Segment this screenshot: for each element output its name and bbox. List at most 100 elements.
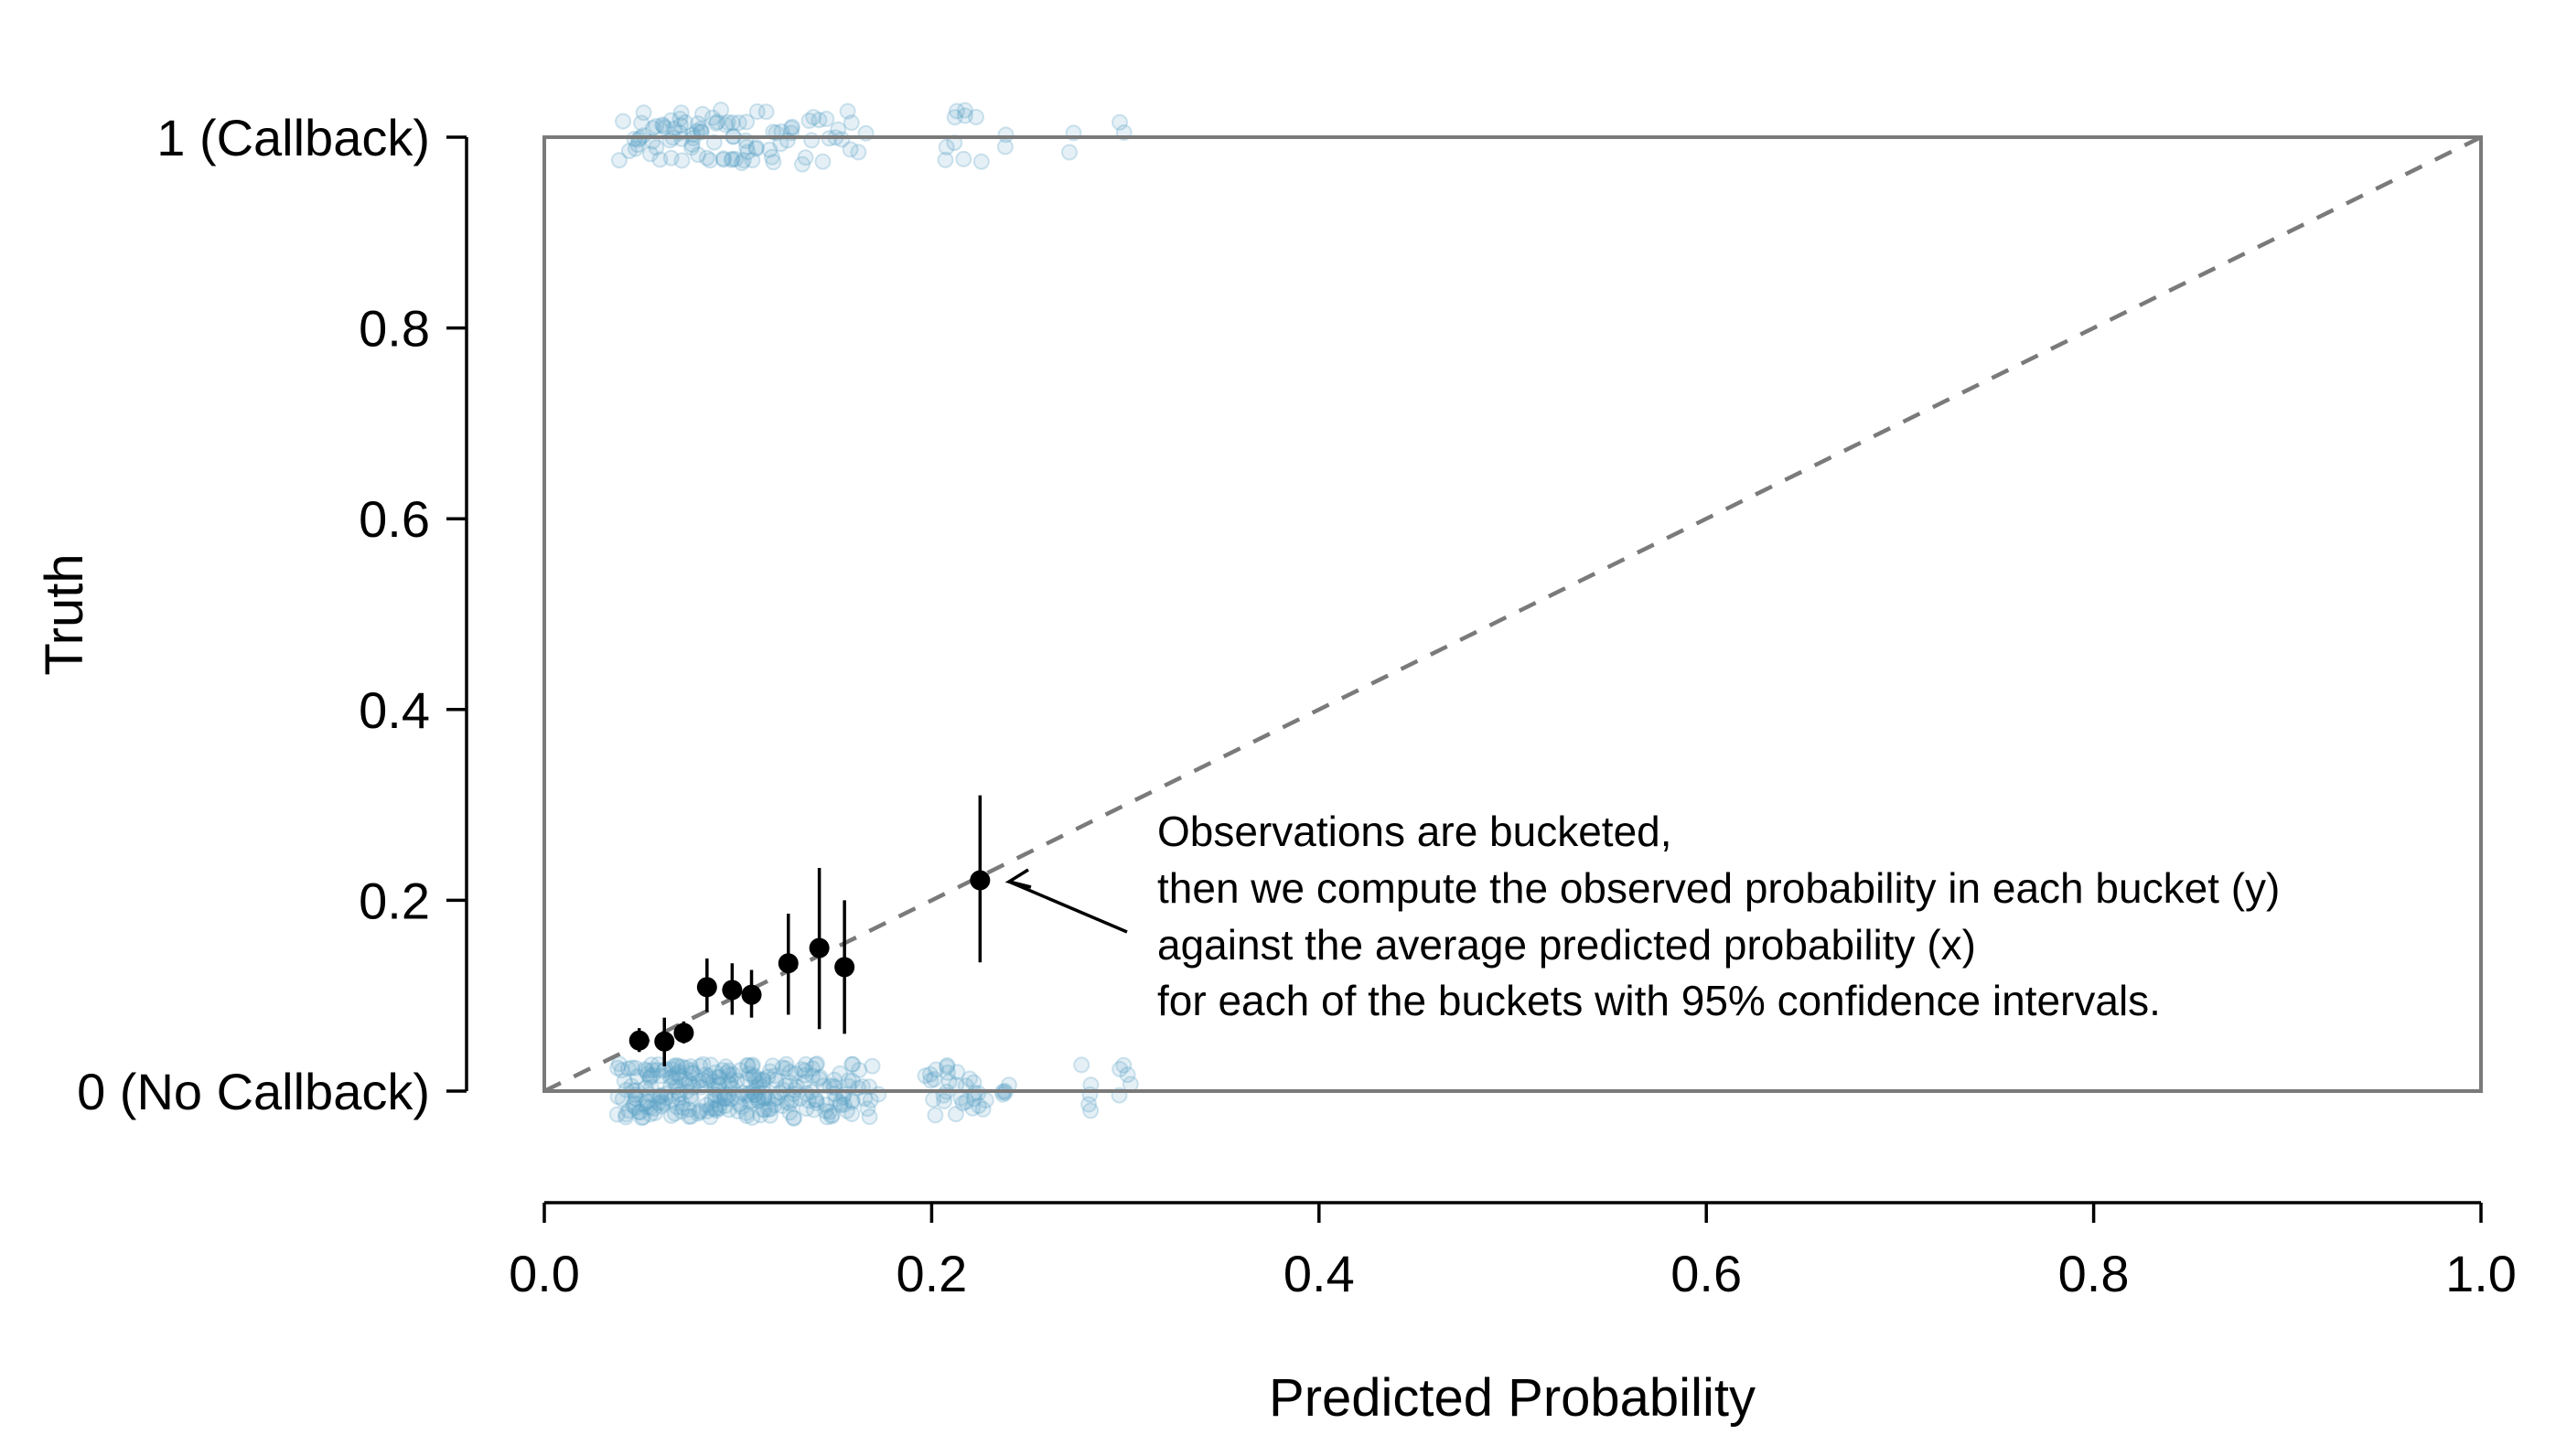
- bucket-point: [778, 953, 799, 974]
- observation-point-callback: [842, 141, 859, 158]
- observation-point-no-callback: [706, 1100, 724, 1118]
- bucket-point: [673, 1022, 694, 1044]
- observation-point-no-callback: [611, 1055, 628, 1073]
- annotation-line-3: against the average predicted probabilit…: [1157, 921, 1976, 969]
- observation-point-no-callback: [627, 1059, 644, 1076]
- observation-point-callback: [761, 141, 779, 158]
- annotation-line-2: then we compute the observed probability…: [1157, 864, 2280, 912]
- x-tick-label: 0.2: [896, 1245, 967, 1302]
- observation-point-no-callback: [652, 1067, 670, 1085]
- observation-point-callback: [843, 114, 860, 132]
- observation-point-no-callback: [746, 1067, 763, 1085]
- bucket-point: [696, 977, 717, 998]
- observation-point-no-callback: [627, 1099, 644, 1117]
- observation-point-no-callback: [864, 1057, 881, 1075]
- observation-point-no-callback: [638, 1062, 655, 1079]
- observation-point-callback: [672, 117, 689, 134]
- observation-point-callback: [724, 150, 741, 167]
- observation-point-no-callback: [1082, 1102, 1100, 1119]
- observation-point-no-callback: [720, 1101, 737, 1119]
- observation-point-no-callback: [936, 1093, 953, 1109]
- observation-point-no-callback: [805, 1101, 822, 1119]
- observation-point-no-callback: [777, 1060, 794, 1077]
- observation-point-no-callback: [1112, 1061, 1129, 1077]
- observation-point-callback: [633, 114, 650, 132]
- observation-point-callback: [747, 140, 765, 157]
- observation-point-no-callback: [797, 1055, 814, 1073]
- observation-point-no-callback: [731, 1096, 748, 1113]
- observation-point-no-callback: [739, 1057, 757, 1075]
- observation-point-no-callback: [958, 1093, 975, 1110]
- x-tick-label: 0.8: [2058, 1245, 2130, 1302]
- observation-point-callback: [615, 112, 631, 130]
- observation-point-no-callback: [729, 1103, 746, 1119]
- observation-point-no-callback: [808, 1095, 825, 1112]
- observation-point-no-callback: [755, 1071, 772, 1088]
- observation-point-no-callback: [698, 1103, 715, 1119]
- observation-point-callback: [627, 140, 644, 157]
- observation-point-callback: [803, 132, 821, 149]
- observation-point-no-callback: [647, 1104, 664, 1121]
- x-axis-title: Predicted Probability: [1269, 1368, 1756, 1428]
- observation-point-callback: [730, 114, 747, 132]
- observation-point-no-callback: [653, 1097, 671, 1115]
- observation-point-no-callback: [781, 1095, 799, 1112]
- observation-point-callback: [794, 155, 811, 173]
- observation-point-no-callback: [939, 1056, 956, 1074]
- observation-point-no-callback: [728, 1072, 746, 1089]
- observation-point-callback: [690, 146, 707, 164]
- observation-point-no-callback: [701, 1071, 718, 1088]
- observation-point-callback: [717, 116, 735, 134]
- observation-point-no-callback: [832, 1094, 849, 1111]
- observation-point-no-callback: [798, 1100, 815, 1118]
- observation-point-no-callback: [675, 1099, 692, 1117]
- observation-point-no-callback: [823, 1107, 841, 1124]
- bucket-point: [741, 984, 762, 1005]
- observation-point-no-callback: [671, 1067, 688, 1085]
- observation-point-no-callback: [974, 1100, 992, 1118]
- y-tick-label: 0.6: [359, 490, 430, 548]
- observation-point-no-callback: [738, 1056, 756, 1074]
- observation-point-no-callback: [670, 1057, 687, 1075]
- observation-point-no-callback: [711, 1099, 728, 1117]
- observation-point-no-callback: [843, 1093, 861, 1110]
- observation-point-no-callback: [620, 1102, 638, 1119]
- observation-point-no-callback: [808, 1092, 825, 1109]
- y-axis-title: Truth: [35, 553, 94, 675]
- observation-point-callback: [651, 151, 669, 168]
- observation-point-no-callback: [732, 1062, 749, 1079]
- observation-point-no-callback: [964, 1099, 982, 1117]
- observation-point-no-callback: [618, 1106, 635, 1123]
- annotation-line-4: for each of the buckets with 95% confide…: [1157, 977, 2161, 1024]
- observation-point-callback: [690, 115, 706, 133]
- observation-point-no-callback: [641, 1070, 659, 1087]
- bucket-point: [654, 1031, 675, 1052]
- observation-point-no-callback: [681, 1108, 698, 1125]
- observation-point-no-callback: [692, 1102, 709, 1119]
- observation-point-callback: [735, 152, 752, 169]
- observation-point-no-callback: [703, 1099, 720, 1117]
- observation-point-no-callback: [745, 1068, 762, 1086]
- bucket-point: [628, 1030, 650, 1051]
- observation-point-no-callback: [927, 1107, 944, 1124]
- observation-point-no-callback: [843, 1055, 861, 1073]
- observation-point-no-callback: [785, 1109, 802, 1127]
- observation-point-no-callback: [694, 1071, 711, 1088]
- observation-point-no-callback: [733, 1098, 750, 1116]
- observation-point-no-callback: [654, 1094, 671, 1110]
- observation-point-callback: [677, 114, 693, 131]
- bucket-point: [834, 957, 855, 978]
- observation-point-no-callback: [639, 1065, 656, 1083]
- observation-point-callback: [968, 109, 984, 125]
- observation-point-no-callback: [681, 1101, 698, 1119]
- observation-point-no-callback: [609, 1059, 627, 1076]
- observation-point-no-callback: [921, 1065, 939, 1083]
- observation-point-no-callback: [939, 1058, 956, 1076]
- observation-point-no-callback: [861, 1108, 878, 1126]
- observation-point-no-callback: [796, 1066, 813, 1084]
- observation-point-no-callback: [761, 1107, 779, 1124]
- observation-point-no-callback: [783, 1092, 800, 1109]
- observation-point-callback: [707, 114, 725, 132]
- observation-point-no-callback: [697, 1066, 714, 1084]
- observation-point-no-callback: [809, 1055, 825, 1073]
